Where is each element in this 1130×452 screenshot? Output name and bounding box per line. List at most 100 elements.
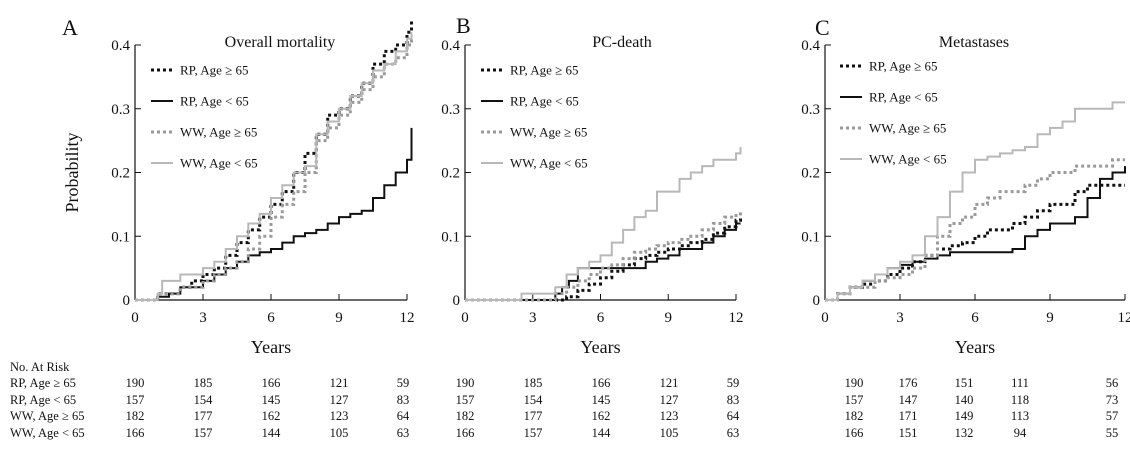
risk-cell: 94 <box>1014 426 1027 440</box>
series-line <box>465 147 742 301</box>
risk-cell: 57 <box>1106 409 1119 423</box>
series-line <box>465 222 741 301</box>
legend-label: WW, Age < 65 <box>869 152 947 167</box>
risk-cell: 166 <box>845 426 864 440</box>
risk-cell: 177 <box>524 409 543 423</box>
risk-cell: 123 <box>330 409 349 423</box>
risk-cell: 64 <box>727 409 740 423</box>
risk-cell: 127 <box>660 393 679 407</box>
x-tick-label: 0 <box>131 310 139 326</box>
risk-cell: 111 <box>1011 376 1029 390</box>
risk-cell: 182 <box>456 409 475 423</box>
risk-cell: 190 <box>456 376 475 390</box>
risk-cell: 182 <box>845 409 864 423</box>
risk-cell: 64 <box>397 409 410 423</box>
risk-cell: 127 <box>330 393 349 407</box>
x-tick-label: 3 <box>896 310 904 326</box>
risk-cell: 144 <box>592 426 612 440</box>
x-tick-label: 12 <box>1118 310 1130 326</box>
risk-cell: 162 <box>592 409 611 423</box>
risk-cell: 157 <box>845 393 864 407</box>
risk-cell: 157 <box>456 393 475 407</box>
risk-cell: 140 <box>955 393 974 407</box>
risk-cell: 157 <box>524 426 543 440</box>
x-tick-label: 3 <box>529 310 537 326</box>
risk-cell: 182 <box>126 409 145 423</box>
legend-label: RP, Age < 65 <box>180 94 249 109</box>
risk-cell: 154 <box>194 393 214 407</box>
panel-letter: B <box>456 13 471 38</box>
risk-table-header: No. At Risk <box>10 360 70 374</box>
x-tick-label: 6 <box>597 310 605 326</box>
y-tick-label: 0 <box>813 293 821 309</box>
panel-title: Overall mortality <box>225 34 336 51</box>
risk-cell: 185 <box>194 376 213 390</box>
series-line <box>135 19 413 302</box>
y-tick-label: 0.3 <box>441 102 460 118</box>
y-tick-label: 0.1 <box>441 229 460 245</box>
legend-label: WW, Age < 65 <box>180 156 258 171</box>
x-axis-title: Years <box>580 337 620 357</box>
risk-cell: 166 <box>456 426 475 440</box>
risk-cell: 123 <box>660 409 679 423</box>
series-line <box>135 32 413 301</box>
risk-row-label: RP, Age < 65 <box>10 393 76 407</box>
panel-letter: A <box>62 15 78 40</box>
x-tick-label: 6 <box>971 310 979 326</box>
y-tick-label: 0.1 <box>801 229 820 245</box>
x-tick-label: 12 <box>729 310 744 326</box>
series-line <box>825 183 1125 302</box>
x-tick-label: 12 <box>400 310 415 326</box>
x-tick-label: 9 <box>1046 310 1054 326</box>
legend-label: WW, Age ≥ 65 <box>180 125 257 140</box>
risk-cell: 63 <box>397 426 410 440</box>
x-tick-label: 0 <box>461 310 469 326</box>
risk-cell: 176 <box>899 376 918 390</box>
risk-row-label: RP, Age ≥ 65 <box>10 376 76 390</box>
risk-cell: 121 <box>330 376 349 390</box>
series-line <box>135 38 413 302</box>
risk-cell: 55 <box>1106 426 1119 440</box>
risk-cell: 149 <box>955 409 974 423</box>
panel-A: 0 0.1 0.2 0.3 0.4 0 3 6 9 12 Years Probability A Over… <box>62 15 415 357</box>
risk-cell: 171 <box>899 409 918 423</box>
x-tick-label: 3 <box>199 310 207 326</box>
legend-label: RP, Age ≥ 65 <box>510 63 579 78</box>
risk-cell: 144 <box>262 426 282 440</box>
y-tick-label: 0.4 <box>111 38 130 54</box>
risk-cell: 151 <box>955 376 974 390</box>
legend-label: RP, Age < 65 <box>869 90 938 105</box>
risk-cell: 166 <box>262 376 281 390</box>
y-tick-label: 0.3 <box>801 102 820 118</box>
y-axis-title: Probability <box>62 133 82 213</box>
risk-cell: 73 <box>1106 393 1119 407</box>
risk-cell: 121 <box>660 376 679 390</box>
legend-label: RP, Age < 65 <box>510 94 579 109</box>
risk-cell: 59 <box>397 376 410 390</box>
risk-cell: 105 <box>330 426 349 440</box>
series-line <box>825 158 1125 302</box>
risk-cell: 56 <box>1106 376 1119 390</box>
risk-cell: 83 <box>397 393 410 407</box>
panel-B: 0 0.1 0.2 0.3 0.4 0 3 6 9 12 Years B PC-death RP, Age… <box>441 13 743 357</box>
risk-cell: 154 <box>524 393 544 407</box>
panel-title: Metastases <box>939 34 1009 51</box>
series-line <box>465 217 742 302</box>
x-tick-label: 9 <box>665 310 673 326</box>
risk-cell: 157 <box>126 393 145 407</box>
y-tick-label: 0.2 <box>111 166 130 182</box>
panel-title: PC-death <box>592 34 652 51</box>
risk-cell: 166 <box>126 426 145 440</box>
x-tick-label: 0 <box>821 310 829 326</box>
risk-cell: 157 <box>194 426 213 440</box>
risk-cell: 151 <box>899 426 918 440</box>
y-tick-label: 0.3 <box>111 102 130 118</box>
risk-cell: 185 <box>524 376 543 390</box>
panel-letter: C <box>815 15 830 40</box>
risk-cell: 177 <box>194 409 213 423</box>
risk-cell: 59 <box>727 376 740 390</box>
y-tick-label: 0.4 <box>801 38 820 54</box>
risk-row-label: WW, Age ≥ 65 <box>10 409 84 423</box>
x-tick-label: 6 <box>267 310 275 326</box>
